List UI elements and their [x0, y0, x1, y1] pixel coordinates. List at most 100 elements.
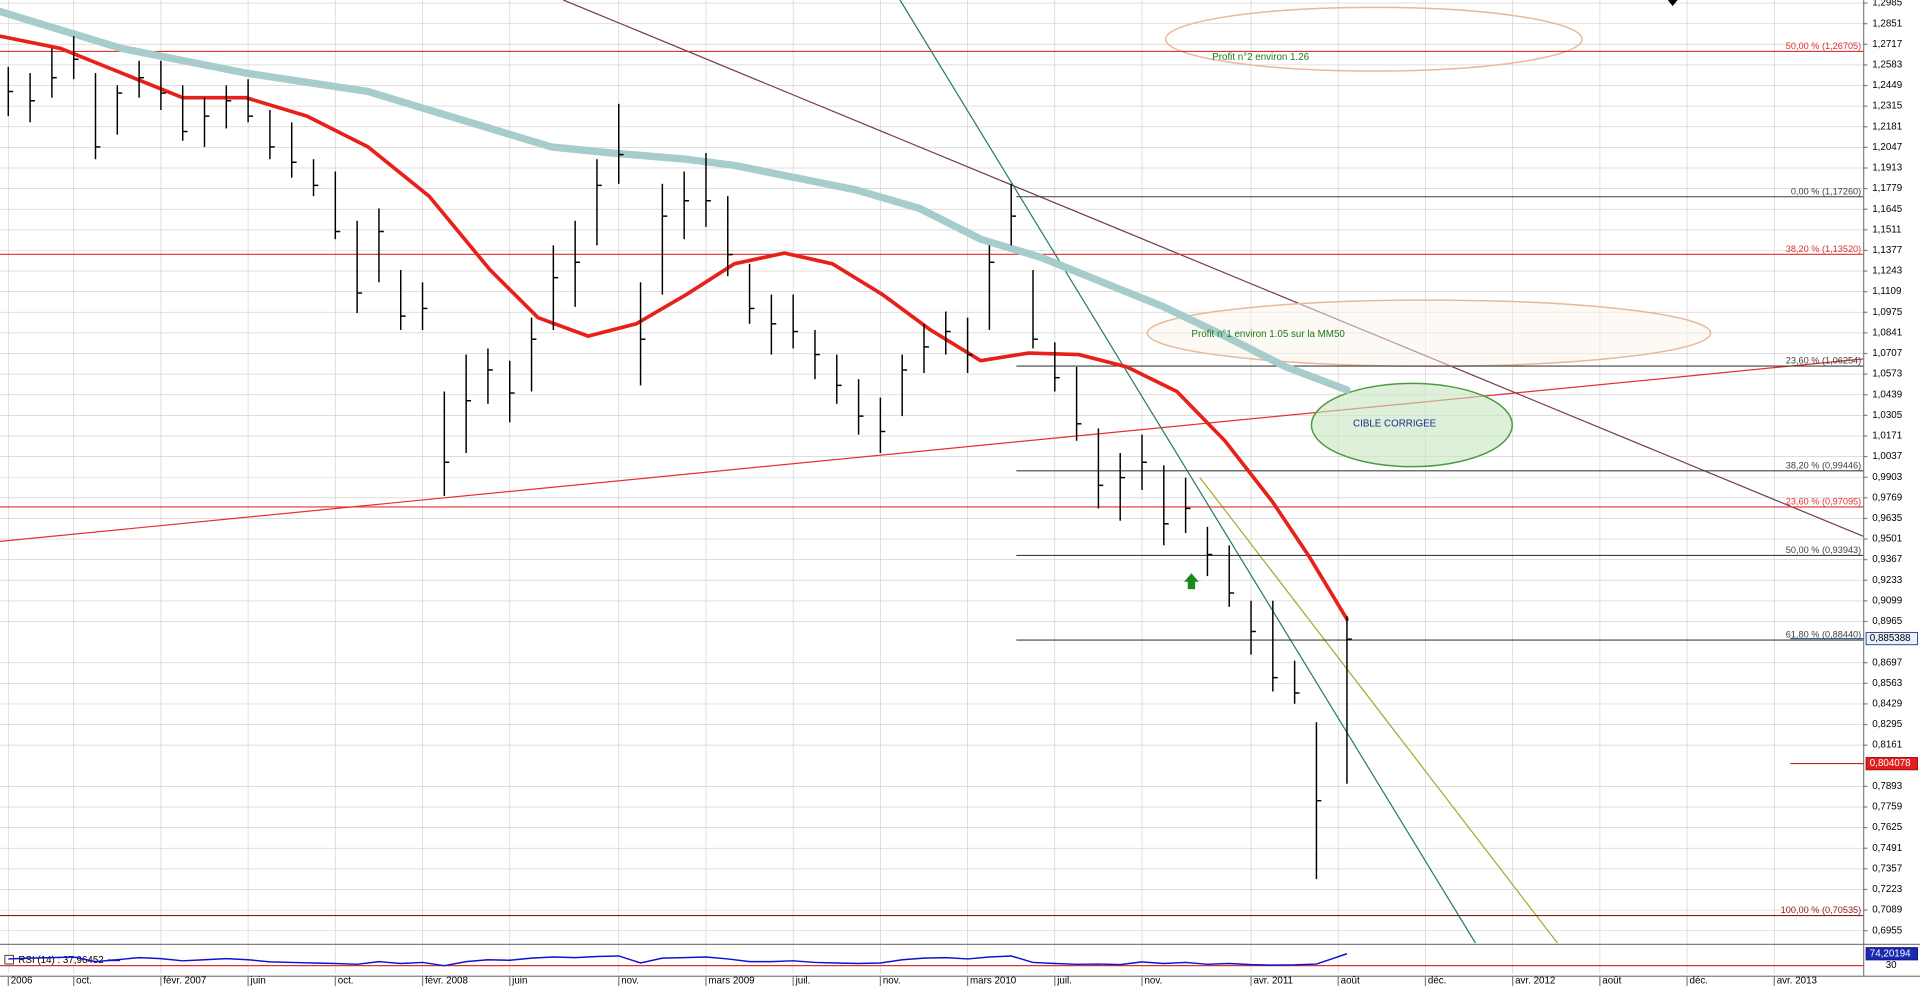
- y-tick-label: 0,9367: [1872, 554, 1902, 565]
- x-tick-label: oct.: [338, 976, 354, 986]
- x-tick-label: oct.: [76, 976, 92, 986]
- y-tick-label: 1,0171: [1872, 431, 1902, 442]
- price-tag-label: 0,804078: [1870, 758, 1911, 769]
- resistance-line: [563, 0, 1864, 538]
- grid: [0, 0, 1864, 974]
- level-label: 23,60 % (1,06254): [1786, 356, 1861, 366]
- x-tick-label: avr. 2011: [1253, 976, 1293, 986]
- y-tick-label: 0,8965: [1872, 616, 1902, 627]
- y-tick-label: 1,2851: [1872, 18, 1902, 29]
- level-label: 38,20 % (1,13520): [1786, 244, 1861, 254]
- level-label: 0,00 % (1,17260): [1791, 186, 1861, 196]
- x-tick-label: déc.: [1690, 976, 1708, 986]
- y-tick-label: 0,7357: [1872, 863, 1902, 874]
- y-tick-label: 1,1511: [1872, 224, 1901, 235]
- x-tick-label: avr. 2013: [1777, 976, 1818, 986]
- rsi-line: [8, 953, 1348, 967]
- x-tick-label: nov.: [883, 976, 901, 986]
- x-tick-label: févr. 2007: [163, 976, 206, 986]
- y-tick-label: 0,9501: [1872, 534, 1902, 545]
- support-line: [0, 358, 1864, 542]
- rsi-legend: RSI (14) : 37,96452: [18, 955, 103, 966]
- y-tick-label: 0,8697: [1872, 657, 1902, 668]
- level-label: 23,60 % (0,97095): [1786, 496, 1861, 506]
- y-tick-label: 0,9903: [1872, 472, 1902, 483]
- y-tick-label: 1,2181: [1872, 121, 1902, 132]
- trend-line: [899, 0, 1477, 944]
- level-label: 100,00 % (0,70535): [1781, 905, 1862, 915]
- x-tick-label: nov.: [621, 976, 639, 986]
- y-tick-label: 1,1243: [1872, 266, 1902, 277]
- x-tick-label: août: [1341, 976, 1360, 986]
- x-tick-label: mars 2009: [708, 976, 754, 986]
- x-tick-label: mars 2010: [970, 976, 1017, 986]
- x-tick-label: nov.: [1144, 976, 1162, 986]
- price-tag-label: 0,885388: [1870, 633, 1911, 644]
- marker: [1667, 0, 1678, 7]
- target-ellipse: [1164, 6, 1583, 72]
- level-label: 50,00 % (0,93943): [1786, 545, 1861, 555]
- y-tick-label: 1,0037: [1872, 451, 1902, 462]
- x-tick-label: févr. 2008: [425, 976, 469, 986]
- rsi-tag: [1865, 947, 1919, 961]
- x-tick-label: juin: [250, 976, 266, 986]
- y-tick-label: 1,0841: [1872, 327, 1902, 338]
- price-tag: [1865, 757, 1919, 771]
- y-tick-label: 1,0975: [1872, 307, 1902, 318]
- y-tick-label: 1,1109: [1872, 286, 1901, 297]
- y-tick-label: 0,9099: [1872, 595, 1902, 606]
- x-tick-label: déc.: [1428, 976, 1446, 986]
- y-tick-label: 1,1779: [1872, 183, 1902, 194]
- rsi-tick-label: 30: [1886, 960, 1897, 971]
- y-tick-label: 1,2047: [1872, 142, 1902, 153]
- annotation: Profit n°2 environ 1.26: [1212, 52, 1309, 63]
- y-tick-label: 1,0305: [1872, 410, 1902, 421]
- annotation: CIBLE CORRIGEE: [1353, 418, 1437, 429]
- y-tick-label: 1,1377: [1872, 245, 1902, 256]
- moving-average: [0, 34, 1349, 622]
- y-tick-label: 0,9769: [1872, 492, 1902, 503]
- y-tick-label: 0,7491: [1872, 843, 1902, 854]
- rsi-tag-label: 74,20194: [1870, 948, 1911, 959]
- y-tick-label: 0,7625: [1872, 822, 1902, 833]
- x-tick-label: juil.: [1056, 976, 1072, 986]
- y-tick-label: 0,7893: [1872, 781, 1902, 792]
- price-marks: [0, 7, 1864, 917]
- y-tick-label: 1,2315: [1872, 101, 1902, 112]
- arrow-up: [1184, 573, 1199, 590]
- x-tick-label: 2006: [11, 976, 33, 986]
- level-label: 38,20 % (0,99446): [1786, 460, 1861, 470]
- level-label: 61,80 % (0,88440): [1786, 630, 1861, 640]
- y-tick-label: 1,2717: [1872, 39, 1902, 50]
- x-tick-label: avr. 2012: [1515, 976, 1555, 986]
- y-tick-label: 0,9233: [1872, 575, 1902, 586]
- price-tag: [1865, 631, 1919, 646]
- y-tick-label: 0,8161: [1872, 740, 1902, 751]
- y-tick-label: 0,8429: [1872, 699, 1902, 710]
- y-tick-label: 1,0573: [1872, 369, 1902, 380]
- annotation: Profit n°1 environ 1.05 sur la MM50: [1191, 329, 1345, 340]
- y-tick-label: 0,7089: [1872, 905, 1902, 916]
- y-tick-label: 1,0707: [1872, 348, 1902, 359]
- y-tick-label: 1,2449: [1872, 80, 1902, 91]
- y-tick-label: 0,6955: [1872, 925, 1902, 936]
- y-tick-label: 0,7759: [1872, 802, 1902, 813]
- y-tick-label: 1,1645: [1872, 204, 1902, 215]
- y-tick-label: 1,2583: [1872, 60, 1902, 71]
- x-tick-label: août: [1602, 976, 1621, 986]
- y-tick-label: 0,8563: [1872, 678, 1902, 689]
- moving-average: [0, 7, 1351, 394]
- y-tick-label: 0,7223: [1872, 884, 1902, 895]
- rsi-checkbox[interactable]: [4, 954, 14, 965]
- target-ellipse: [1310, 382, 1513, 468]
- y-tick-label: 0,8295: [1872, 719, 1902, 730]
- y-tick-label: 1,1913: [1872, 163, 1902, 174]
- x-tick-label: juil.: [795, 976, 811, 986]
- y-tick-label: 1,2985: [1872, 0, 1902, 9]
- level-label: 50,00 % (1,26705): [1786, 41, 1861, 51]
- y-tick-label: 0,9635: [1872, 513, 1902, 524]
- y-tick-label: 1,0439: [1872, 389, 1902, 400]
